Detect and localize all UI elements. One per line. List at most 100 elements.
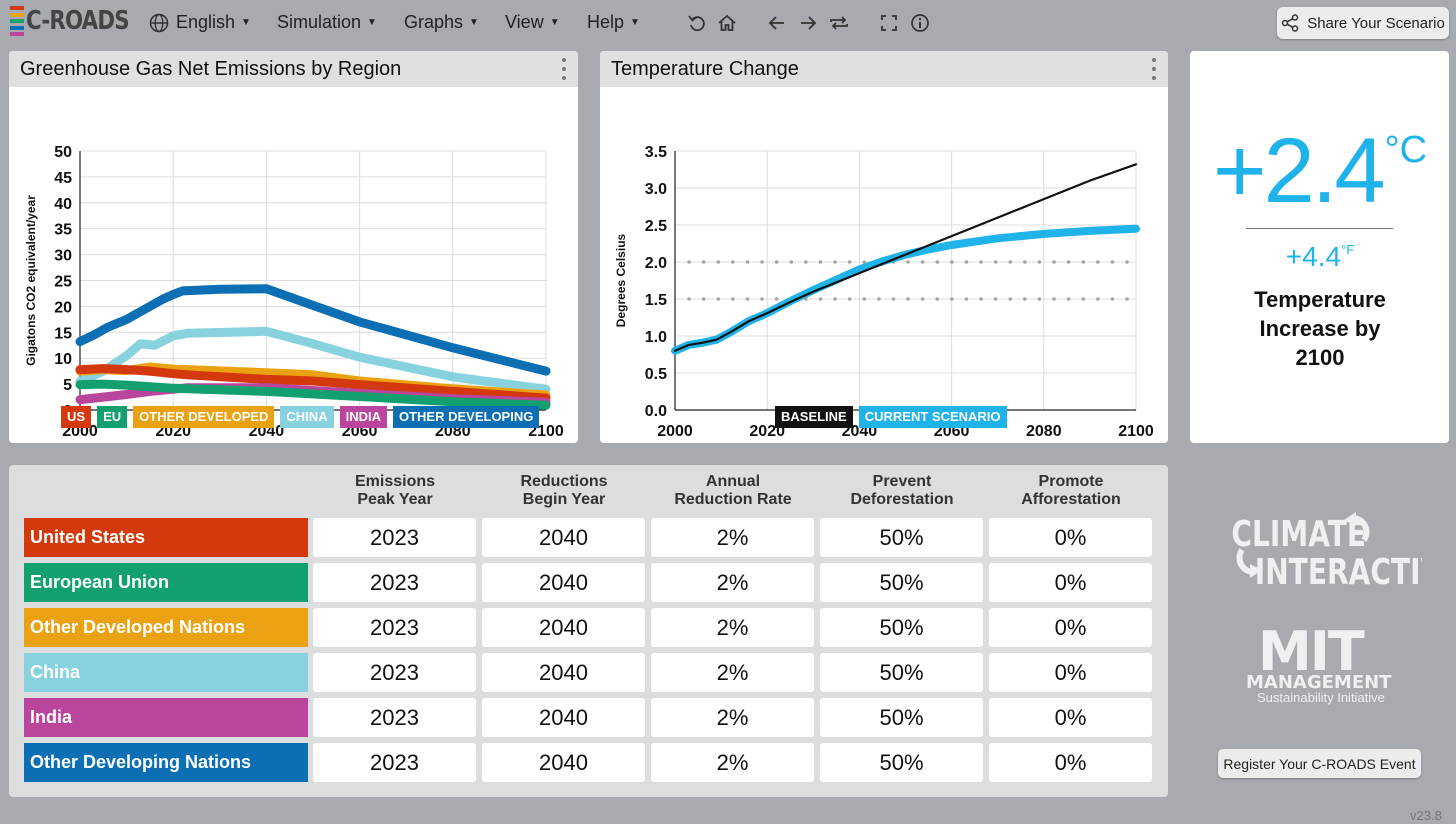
scenario-input-cell[interactable]: 2040 bbox=[482, 563, 645, 602]
column-header: Annual Reduction Rate bbox=[674, 473, 792, 508]
share-scenario-button[interactable]: Share Your Scenario bbox=[1277, 7, 1449, 39]
mit-management-logo[interactable]: MIT MANAGEMENT Sustainability Initiative bbox=[1240, 620, 1400, 710]
legend-item-baseline[interactable]: BASELINE bbox=[775, 406, 853, 428]
temp-label-line3: 2100 bbox=[1295, 345, 1345, 370]
scenario-input-cell[interactable]: 2040 bbox=[482, 608, 645, 647]
logo-text: C-ROADS bbox=[26, 6, 130, 36]
scenario-table: Emissions Peak Year Reductions Begin Year An… bbox=[9, 465, 1168, 797]
scenario-input-cell[interactable]: 0% bbox=[989, 518, 1152, 557]
language-menu[interactable]: English ▼ bbox=[149, 12, 251, 33]
ci-logo-line1: CLIMATE bbox=[1231, 513, 1366, 555]
c-roads-logo[interactable]: C-ROADS bbox=[10, 6, 151, 36]
info-icon[interactable] bbox=[909, 12, 931, 34]
scenario-input-cell[interactable]: 2023 bbox=[313, 698, 476, 737]
fahrenheit-unit: °F bbox=[1341, 242, 1355, 257]
scenario-input-cell[interactable]: 50% bbox=[820, 653, 983, 692]
scenario-input-cell[interactable]: 2% bbox=[651, 698, 814, 737]
temperature-panel-header: Temperature Change bbox=[600, 51, 1168, 87]
legend-item-current-scenario[interactable]: CURRENT SCENARIO bbox=[858, 406, 1007, 428]
scenario-input-cell[interactable]: 2040 bbox=[482, 518, 645, 557]
register-event-button[interactable]: Register Your C-ROADS Event bbox=[1218, 749, 1421, 778]
legend-item-india[interactable]: INDIA bbox=[339, 406, 387, 428]
version-label: v23.8 bbox=[1410, 808, 1442, 823]
scenario-input-cell[interactable]: 0% bbox=[989, 698, 1152, 737]
mit-logo-line2: MANAGEMENT bbox=[1246, 672, 1392, 693]
y-tick-label: 2.5 bbox=[645, 218, 667, 235]
row-label-other-developing-nations[interactable]: Other Developing Nations bbox=[24, 743, 308, 782]
legend-item-us[interactable]: US bbox=[61, 406, 92, 428]
legend-item-eu[interactable]: EU bbox=[97, 406, 128, 428]
series-line-current-scenario bbox=[671, 224, 1140, 355]
forward-arrow-icon[interactable] bbox=[797, 12, 819, 34]
row-label-european-union[interactable]: European Union bbox=[24, 563, 308, 602]
undo-icon[interactable] bbox=[686, 12, 708, 34]
repeat-icon[interactable] bbox=[828, 12, 850, 34]
x-tick-label: 2000 bbox=[657, 423, 693, 440]
scenario-input-cell[interactable]: 2% bbox=[651, 518, 814, 557]
scenario-input-cell[interactable]: 50% bbox=[820, 698, 983, 737]
scenario-input-cell[interactable]: 2023 bbox=[313, 653, 476, 692]
scenario-input-cell[interactable]: 0% bbox=[989, 653, 1152, 692]
scenario-input-cell[interactable]: 50% bbox=[820, 743, 983, 782]
top-bar: C-ROADS English ▼ Simulation ▼ Graphs ▼ Vie… bbox=[0, 0, 1456, 46]
celsius-value: +2.4°C bbox=[1190, 121, 1449, 221]
emissions-chart[interactable]: 2000202020402060208021000510152025303540… bbox=[9, 87, 578, 443]
scenario-input-cell[interactable]: 50% bbox=[820, 518, 983, 557]
legend-item-other-developed[interactable]: OTHER DEVELOPED bbox=[133, 406, 275, 428]
scenario-input-cell[interactable]: 2023 bbox=[313, 608, 476, 647]
chevron-down-icon: ▼ bbox=[630, 17, 640, 28]
scenario-input-cell[interactable]: 2% bbox=[651, 743, 814, 782]
graphs-menu[interactable]: Graphs ▼ bbox=[404, 12, 479, 33]
fullscreen-icon[interactable] bbox=[878, 12, 900, 34]
legend-item-other-developing[interactable]: OTHER DEVELOPING bbox=[392, 406, 540, 428]
temp-label-line2: Increase by bbox=[1259, 316, 1381, 341]
language-menu-label: English bbox=[176, 12, 236, 32]
x-tick-label: 2080 bbox=[1026, 423, 1062, 440]
simulation-menu[interactable]: Simulation ▼ bbox=[277, 12, 377, 33]
more-options-icon[interactable] bbox=[562, 58, 568, 80]
series-line-eu bbox=[75, 379, 551, 410]
scenario-input-cell[interactable]: 2040 bbox=[482, 653, 645, 692]
y-tick-label: 0.0 bbox=[645, 403, 667, 420]
scenario-input-cell[interactable]: 2% bbox=[651, 608, 814, 647]
back-arrow-icon[interactable] bbox=[766, 12, 788, 34]
y-tick-label: 40 bbox=[54, 196, 72, 213]
share-icon bbox=[1281, 14, 1299, 32]
scenario-input-cell[interactable]: 0% bbox=[989, 743, 1152, 782]
legend-item-china[interactable]: CHINA bbox=[280, 406, 334, 428]
scenario-input-cell[interactable]: 2040 bbox=[482, 698, 645, 737]
row-label-india[interactable]: India bbox=[24, 698, 308, 737]
row-label-united-states[interactable]: United States bbox=[24, 518, 308, 557]
scenario-input-cell[interactable]: 2% bbox=[651, 563, 814, 602]
help-menu[interactable]: Help ▼ bbox=[587, 12, 640, 33]
scenario-input-cell[interactable]: 2023 bbox=[313, 518, 476, 557]
scenario-input-cell[interactable]: 2% bbox=[651, 653, 814, 692]
column-header: Reductions Begin Year bbox=[520, 473, 608, 508]
share-scenario-label: Share Your Scenario bbox=[1307, 14, 1445, 32]
fahrenheit-number: +4.4 bbox=[1285, 241, 1342, 272]
x-tick-label: 2100 bbox=[1118, 423, 1154, 440]
logo-stripes-icon bbox=[10, 6, 24, 36]
scenario-input-cell[interactable]: 0% bbox=[989, 608, 1152, 647]
y-tick-label: 0.5 bbox=[645, 366, 667, 383]
scenario-input-cell[interactable]: 2023 bbox=[313, 563, 476, 602]
column-header: Prevent Deforestation bbox=[850, 473, 954, 508]
scenario-input-cell[interactable]: 2040 bbox=[482, 743, 645, 782]
home-icon[interactable] bbox=[716, 12, 738, 34]
chevron-down-icon: ▼ bbox=[367, 17, 377, 28]
y-tick-label: 1.0 bbox=[645, 329, 667, 346]
temperature-chart[interactable]: 2000 2020 2040 2060 2080 21000.00.51.01.52.02… bbox=[600, 87, 1168, 443]
scenario-input-cell[interactable]: 2023 bbox=[313, 743, 476, 782]
series-line-china bbox=[75, 326, 551, 394]
more-options-icon[interactable] bbox=[1152, 58, 1158, 80]
scenario-input-cell[interactable]: 50% bbox=[820, 608, 983, 647]
scenario-input-cell[interactable]: 50% bbox=[820, 563, 983, 602]
climate-interactive-logo[interactable]: CLIMATE INTERACTIVE bbox=[1222, 510, 1422, 590]
row-label-china[interactable]: China bbox=[24, 653, 308, 692]
scenario-input-cell[interactable]: 0% bbox=[989, 563, 1152, 602]
view-menu[interactable]: View ▼ bbox=[505, 12, 560, 33]
emissions-panel-header: Greenhouse Gas Net Emissions by Region bbox=[9, 51, 578, 87]
row-label-other-developed-nations[interactable]: Other Developed Nations bbox=[24, 608, 308, 647]
y-tick-label: 35 bbox=[54, 222, 72, 239]
y-axis-label: Gigatons CO2 equivalent/year bbox=[24, 195, 38, 366]
